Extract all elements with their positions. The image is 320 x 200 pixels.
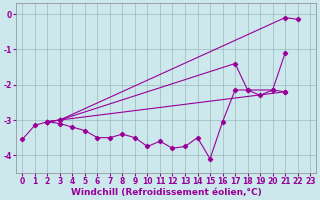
- X-axis label: Windchill (Refroidissement éolien,°C): Windchill (Refroidissement éolien,°C): [71, 188, 262, 197]
